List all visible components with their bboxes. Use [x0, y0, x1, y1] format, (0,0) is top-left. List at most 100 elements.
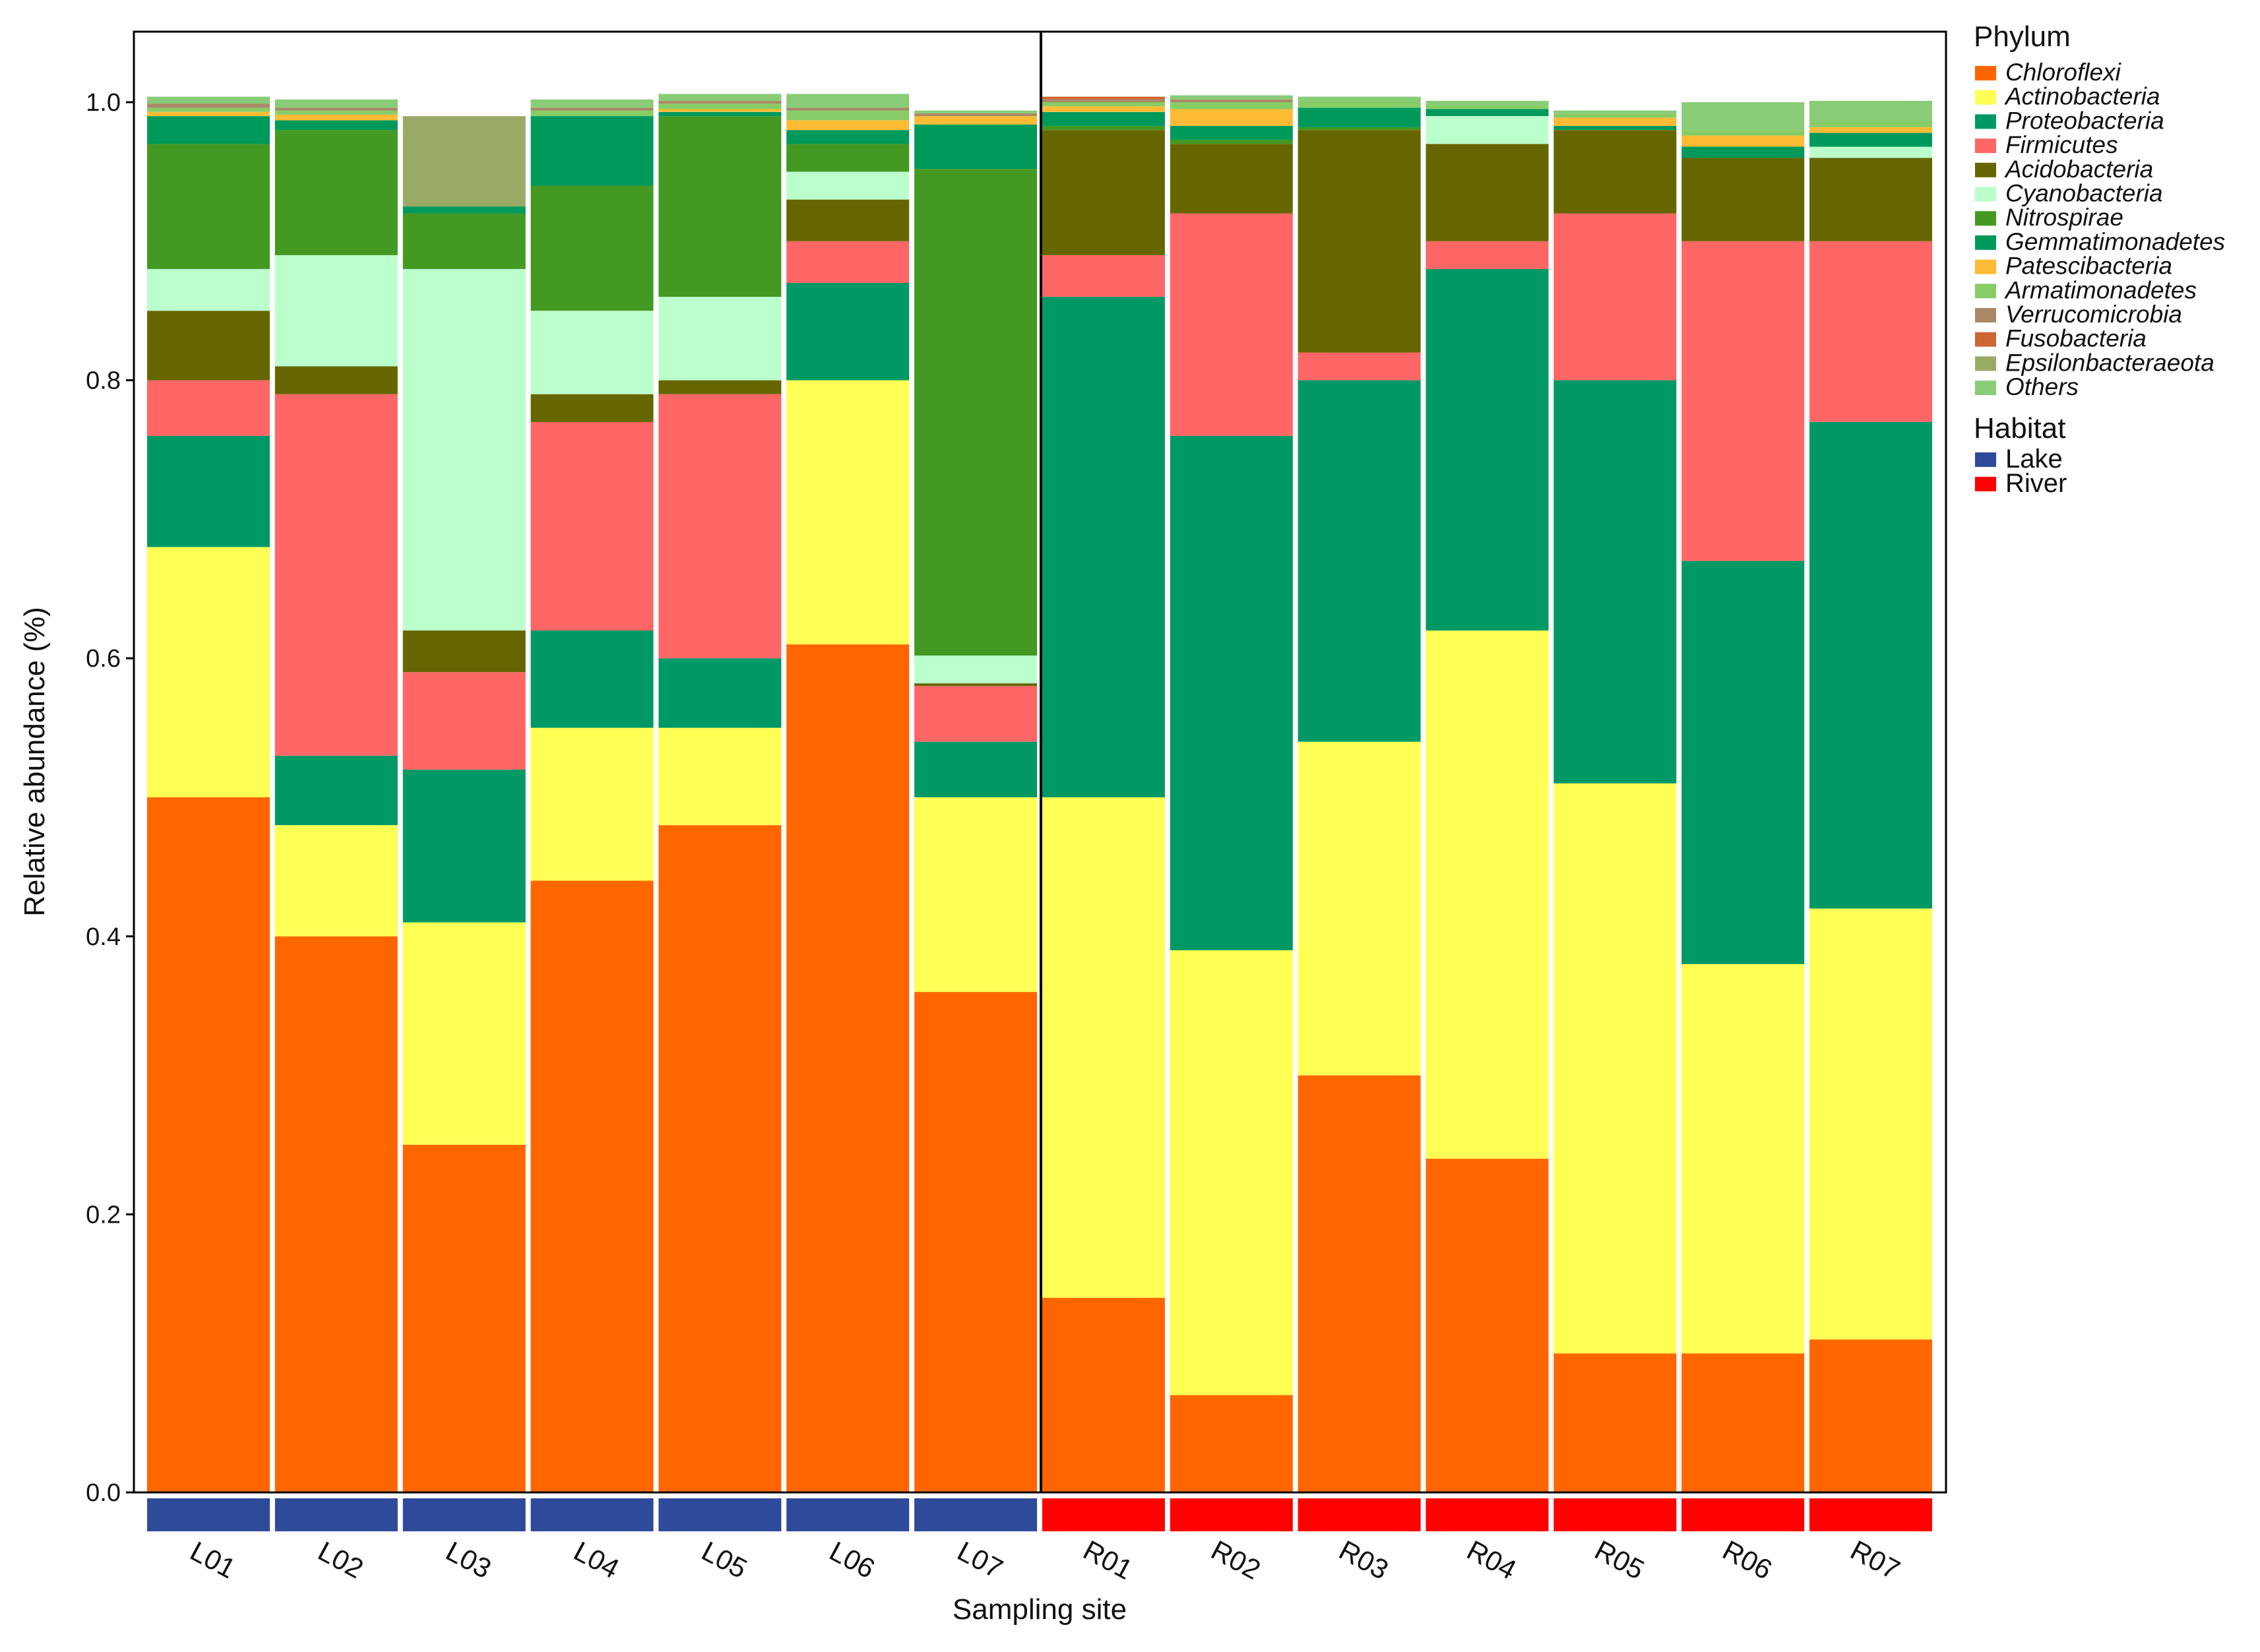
x-tick-label-r07: R07 [1846, 1534, 1905, 1585]
bar-segment-l02-acidobacteria [274, 366, 398, 394]
y-tick-label: 1.0 [86, 89, 121, 117]
bar-segment-r05-actinobacteria [1554, 783, 1677, 1354]
bar-segment-r03-acidobacteria [1298, 130, 1421, 353]
bar-segment-l04-chloroflexi [530, 880, 654, 1492]
bar-segment-l05-firmicutes [658, 394, 782, 659]
bar-segment-l04-armatimonadetes [530, 110, 654, 116]
legend-swatch-epsilonbacteraeota [1975, 356, 1996, 371]
bar-segment-r03-gemmatimonadetes [1298, 107, 1421, 127]
bar-segment-r05-proteobacteria [1554, 380, 1677, 783]
bar-segment-l05-armatimonadetes [658, 104, 782, 109]
legend-swatch-nitrospirae [1975, 211, 1996, 226]
legend-swatch-firmicutes [1975, 138, 1996, 154]
bar-segment-r05-armatimonadetes [1554, 113, 1677, 118]
y-tick-label: 0.4 [86, 923, 121, 951]
legend-label-cyanobacteria: Cyanobacteria [2005, 180, 2163, 207]
bar-segment-l07-proteobacteria [914, 741, 1038, 797]
bar-segment-l02-proteobacteria [274, 755, 398, 826]
bar-segment-r04-firmicutes [1426, 241, 1549, 269]
bar-segment-r06-chloroflexi [1681, 1353, 1805, 1492]
bar-segment-l01-verrucomicrobia [147, 104, 270, 108]
x-tick-label-r03: R03 [1334, 1534, 1393, 1585]
bar-segment-r05-patescibacteria [1554, 117, 1677, 126]
bar-segment-r02-chloroflexi [1170, 1395, 1293, 1492]
bar-segment-l03-nitrospirae [402, 213, 526, 269]
bar-segment-r07-armatimonadetes [1809, 121, 1932, 127]
legend-title-habitat: Habitat [1974, 412, 2065, 444]
bar-segment-l06-chloroflexi [786, 644, 910, 1492]
bar-segment-l07-cyanobacteria [914, 656, 1038, 684]
bar-segment-l01-acidobacteria [147, 311, 270, 381]
x-tick-label-l02: L02 [313, 1535, 369, 1584]
bar-segment-r01-verrucomicrobia [1042, 99, 1165, 102]
bar-segment-l07-patescibacteria [914, 116, 1038, 125]
legend: Phylum Habitat ChloroflexiActinobacteria… [1974, 20, 2225, 498]
legend-label-patescibacteria: Patescibacteria [2005, 253, 2172, 280]
legend-label-chloroflexi: Chloroflexi [2005, 59, 2122, 86]
bar-segment-r02-others [1170, 95, 1293, 100]
bar-segment-l01-firmicutes [147, 380, 270, 436]
bar-segment-r03-chloroflexi [1298, 1075, 1421, 1492]
bar-segment-r02-proteobacteria [1170, 435, 1293, 950]
bar-segment-l06-gemmatimonadetes [786, 130, 910, 144]
bar-segment-l02-armatimonadetes [274, 110, 398, 115]
bars-layer [147, 94, 1932, 1492]
bar-segment-l01-armatimonadetes [147, 107, 270, 112]
bar-segment-l06-nitrospirae [786, 144, 910, 172]
bar-segment-r02-verrucomicrobia [1170, 99, 1293, 102]
bar-segment-r03-proteobacteria [1298, 380, 1421, 742]
bar-segment-r02-patescibacteria [1170, 109, 1293, 126]
legend-label-others: Others [2005, 373, 2079, 400]
habitat-cell-r07 [1809, 1498, 1932, 1531]
bar-segment-l07-nitrospirae [914, 169, 1038, 656]
y-axis-title: Relative abundance (%) [18, 607, 51, 917]
bar-segment-l06-acidobacteria [786, 199, 910, 241]
legend-swatch-others [1975, 381, 1996, 396]
bar-segment-l05-acidobacteria [658, 380, 782, 394]
bar-segment-r01-gemmatimonadetes [1042, 111, 1165, 126]
legend-title-phylum: Phylum [1974, 20, 2071, 53]
bar-segment-l07-chloroflexi [914, 992, 1038, 1492]
bar-segment-l06-actinobacteria [786, 380, 910, 645]
bar-segment-l03-gemmatimonadetes [402, 206, 526, 214]
bar-segment-l03-cyanobacteria [402, 269, 526, 631]
bar-segment-r04-others [1426, 100, 1549, 106]
bar-segment-r06-others [1681, 102, 1805, 131]
bar-segment-r07-firmicutes [1809, 241, 1932, 422]
habitat-cell-l04 [530, 1498, 654, 1531]
bar-segment-l02-firmicutes [274, 394, 398, 756]
bar-segment-l04-nitrospirae [530, 185, 654, 311]
bar-segment-r01-chloroflexi [1042, 1297, 1165, 1492]
legend-label-fusobacteria: Fusobacteria [2005, 325, 2147, 352]
bar-segment-r07-patescibacteria [1809, 127, 1932, 133]
y-tick-label: 0.0 [86, 1479, 121, 1507]
x-tick-label-l06: L06 [825, 1535, 880, 1584]
bar-segment-l01-gemmatimonadetes [147, 116, 270, 144]
bar-segment-l06-patescibacteria [786, 120, 910, 131]
bar-segment-l07-others [914, 110, 1038, 113]
bar-segment-r05-acidobacteria [1554, 130, 1677, 214]
bar-segment-r04-actinobacteria [1426, 630, 1549, 1159]
bar-segment-l04-actinobacteria [530, 727, 654, 881]
bar-segment-r04-armatimonadetes [1426, 105, 1549, 109]
bar-segment-l02-gemmatimonadetes [274, 120, 398, 131]
bar-segment-r01-acidobacteria [1042, 130, 1165, 255]
bar-segment-r01-firmicutes [1042, 255, 1165, 297]
bar-segment-l05-others [658, 94, 782, 101]
bar-segment-r05-chloroflexi [1554, 1353, 1677, 1492]
bar-segment-l01-cyanobacteria [147, 269, 270, 311]
bar-segment-r01-fusobacteria [1042, 96, 1165, 100]
legend-label-proteobacteria: Proteobacteria [2005, 107, 2164, 134]
legend-swatch-chloroflexi [1975, 66, 1996, 80]
bar-segment-r03-actinobacteria [1298, 741, 1421, 1076]
bar-segment-r04-proteobacteria [1426, 269, 1549, 631]
bar-segment-l03-firmicutes [402, 672, 526, 770]
bar-segment-l05-chloroflexi [658, 825, 782, 1492]
legend-label-acidobacteria: Acidobacteria [2004, 156, 2153, 183]
x-tick-label-l03: L03 [441, 1535, 497, 1584]
legend-swatch-cyanobacteria [1975, 187, 1996, 202]
bar-segment-l02-others [274, 99, 398, 108]
bar-segment-l07-actinobacteria [914, 797, 1038, 993]
bar-segment-r04-gemmatimonadetes [1426, 109, 1549, 116]
